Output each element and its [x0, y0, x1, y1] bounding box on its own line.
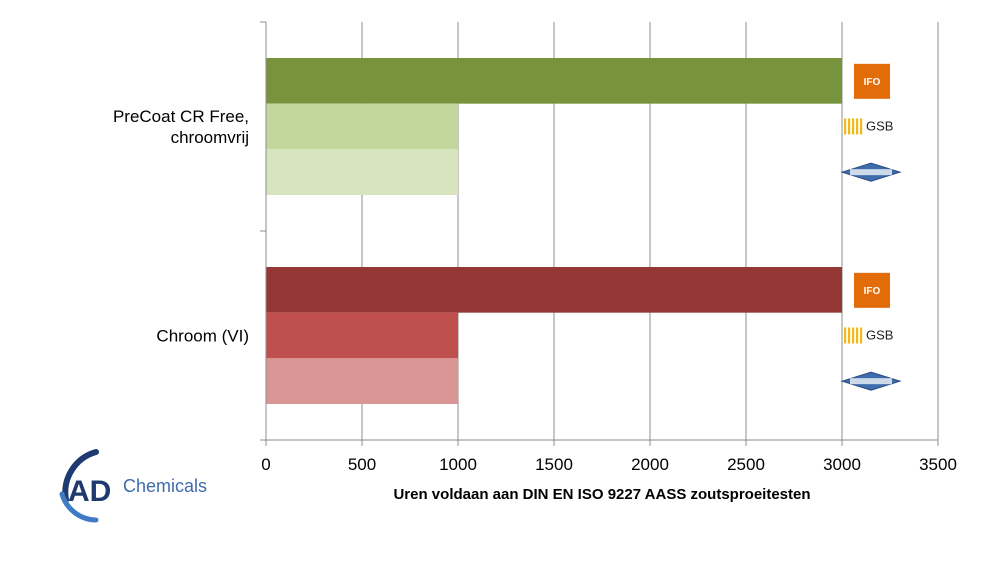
- x-tick-label: 3500: [919, 455, 957, 474]
- bar: [266, 58, 842, 104]
- qualicoat-band: [850, 378, 892, 385]
- x-tick-label: 500: [348, 455, 376, 474]
- certification-badges: IFO GSB IFO GSB: [840, 63, 902, 391]
- bars: [266, 58, 842, 404]
- x-tick-label: 1500: [535, 455, 573, 474]
- gsb-stripe: [860, 118, 863, 135]
- ifo-badge: IFO: [854, 63, 890, 99]
- gsb-stripe: [860, 327, 863, 344]
- logo-ad: AD: [68, 475, 111, 508]
- gsb-stripe: [856, 327, 859, 344]
- bar: [266, 267, 842, 313]
- gsb-stripe: [852, 118, 855, 135]
- x-tick-labels: 0 500 1000 1500 2000 2500 3000 3500: [261, 455, 957, 474]
- category-label: Chroom (VI): [156, 327, 249, 346]
- ifo-badge-box: [854, 63, 890, 99]
- gsb-stripe: [844, 118, 847, 135]
- category-label: PreCoat CR Free, chroomvrij: [113, 107, 249, 147]
- x-axis-label: Uren voldaan aan DIN EN ISO 9227 AASS zo…: [393, 486, 810, 503]
- qualicoat-badge: [840, 371, 902, 391]
- ifo-badge-box: [854, 272, 890, 308]
- category-labels: PreCoat CR Free, chroomvrij Chroom (VI): [113, 107, 249, 346]
- x-tick-label: 3000: [823, 455, 861, 474]
- logo-arc-inner: [59, 491, 99, 523]
- qualicoat-band: [850, 169, 892, 176]
- axes: [260, 21, 939, 446]
- qualicoat-badge: [840, 162, 902, 182]
- bar: [266, 358, 458, 404]
- gsb-stripe: [852, 327, 855, 344]
- gsb-badge: GSB: [844, 327, 893, 344]
- gsb-stripe: [856, 118, 859, 135]
- logo-chemicals: Chemicals: [123, 476, 207, 496]
- bar: [266, 312, 458, 359]
- x-tick-label: 0: [261, 455, 270, 474]
- bar: [266, 149, 458, 195]
- x-tick-label: 1000: [439, 455, 477, 474]
- gsb-stripe: [844, 327, 847, 344]
- bar: [266, 103, 458, 150]
- ifo-badge-text: IFO: [864, 77, 881, 88]
- logo-arc-outer: [62, 449, 99, 503]
- ad-chemicals-logo: AD Chemicals: [59, 449, 207, 523]
- gsb-stripe: [848, 327, 851, 344]
- gsb-stripe: [848, 118, 851, 135]
- gsb-badge: GSB: [844, 118, 893, 135]
- ifo-badge: IFO: [854, 272, 890, 308]
- x-tick-label: 2000: [631, 455, 669, 474]
- gsb-badge-text: GSB: [866, 328, 893, 343]
- x-tick-label: 2500: [727, 455, 765, 474]
- gsb-badge-text: GSB: [866, 119, 893, 134]
- ifo-badge-text: IFO: [864, 286, 881, 297]
